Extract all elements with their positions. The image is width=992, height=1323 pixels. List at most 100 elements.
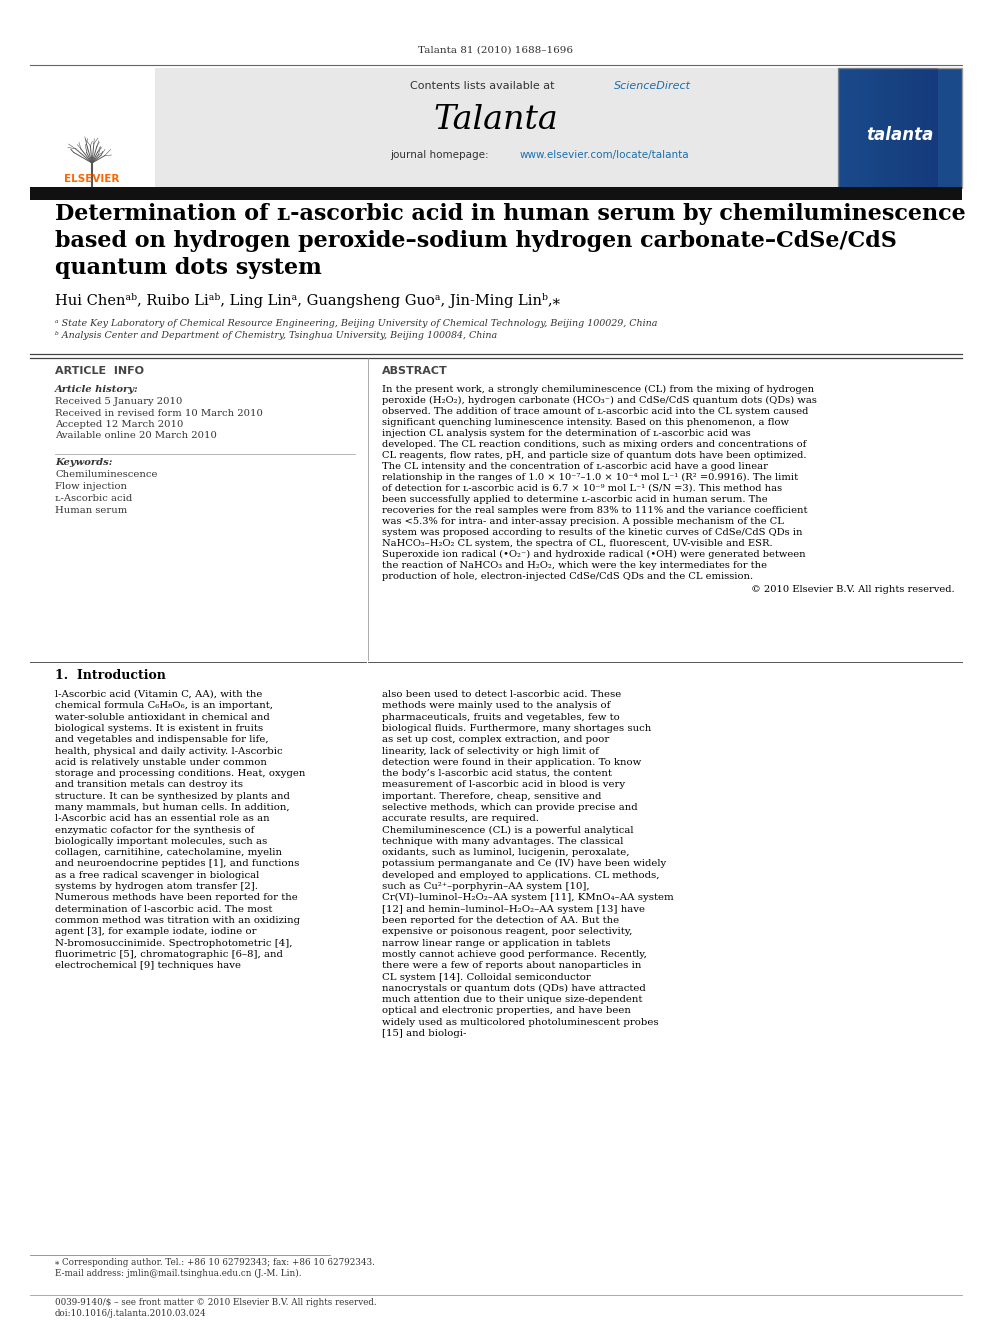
Bar [930,67,932,188]
Bar [30,67,155,188]
Text: expensive or poisonous reagent, poor selectivity,: expensive or poisonous reagent, poor sel… [382,927,632,937]
Text: Talanta: Talanta [434,105,558,136]
Text: Superoxide ion radical (•O₂⁻) and hydroxide radical (•OH) were generated between: Superoxide ion radical (•O₂⁻) and hydrox… [382,550,806,560]
Text: selective methods, which can provide precise and: selective methods, which can provide pre… [382,803,638,812]
Text: accurate results, are required.: accurate results, are required. [382,814,539,823]
Bar [882,67,884,188]
Text: fluorimetric [5], chromatographic [6–8], and: fluorimetric [5], chromatographic [6–8],… [55,950,283,959]
Text: linearity, lack of selectivity or high limit of: linearity, lack of selectivity or high l… [382,746,599,755]
Text: Accepted 12 March 2010: Accepted 12 March 2010 [55,419,184,429]
Text: of detection for ʟ-ascorbic acid is 6.7 × 10⁻⁹ mol L⁻¹ (S/N =3). This method has: of detection for ʟ-ascorbic acid is 6.7 … [382,484,782,493]
Text: been successfully applied to determine ʟ-ascorbic acid in human serum. The: been successfully applied to determine ʟ… [382,495,768,504]
Text: Determination of ʟ-ascorbic acid in human serum by chemiluminescence: Determination of ʟ-ascorbic acid in huma… [55,202,966,225]
Text: significant quenching luminescence intensity. Based on this phenomenon, a flow: significant quenching luminescence inten… [382,418,789,427]
Text: Keywords:: Keywords: [55,458,112,467]
Bar [858,67,860,188]
Text: storage and processing conditions. Heat, oxygen: storage and processing conditions. Heat,… [55,769,306,778]
Text: [12] and hemin–luminol–H₂O₂–AA system [13] have: [12] and hemin–luminol–H₂O₂–AA system [1… [382,905,645,914]
Bar [848,67,850,188]
Text: ᵇ Analysis Center and Department of Chemistry, Tsinghua University, Beijing 1000: ᵇ Analysis Center and Department of Chem… [55,331,497,340]
Bar [936,67,938,188]
Text: relationship in the ranges of 1.0 × 10⁻⁷–1.0 × 10⁻⁴ mol L⁻¹ (R² =0.9916). The li: relationship in the ranges of 1.0 × 10⁻⁷… [382,472,799,482]
Text: much attention due to their unique size-dependent: much attention due to their unique size-… [382,995,643,1004]
Text: water-soluble antioxidant in chemical and: water-soluble antioxidant in chemical an… [55,713,270,721]
Text: was <5.3% for intra- and inter-assay precision. A possible mechanism of the CL: was <5.3% for intra- and inter-assay pre… [382,517,784,527]
Bar [30,187,962,200]
Bar [840,67,842,188]
Text: ʟ-Ascorbic acid: ʟ-Ascorbic acid [55,493,132,503]
Text: agent [3], for example iodate, iodine or: agent [3], for example iodate, iodine or [55,927,257,937]
Bar [866,67,868,188]
Text: mostly cannot achieve good performance. Recently,: mostly cannot achieve good performance. … [382,950,647,959]
Text: N-bromosuccinimide. Spectrophotometric [4],: N-bromosuccinimide. Spectrophotometric [… [55,938,293,947]
Text: electrochemical [9] techniques have: electrochemical [9] techniques have [55,962,241,970]
Bar [854,67,856,188]
Text: © 2010 Elsevier B.V. All rights reserved.: © 2010 Elsevier B.V. All rights reserved… [751,585,955,594]
Bar [884,67,886,188]
Text: Article history:: Article history: [55,385,139,394]
Bar [850,67,852,188]
Text: chemical formula C₆H₈O₆, is an important,: chemical formula C₆H₈O₆, is an important… [55,701,273,710]
Bar [926,67,928,188]
Bar [902,67,904,188]
Bar [928,67,930,188]
Text: Cr(VI)–luminol–H₂O₂–AA system [11], KMnO₄–AA system: Cr(VI)–luminol–H₂O₂–AA system [11], KMnO… [382,893,674,902]
Text: Chemiluminescence: Chemiluminescence [55,470,158,479]
Text: l-Ascorbic acid has an essential role as an: l-Ascorbic acid has an essential role as… [55,814,270,823]
Bar [844,67,846,188]
Text: ABSTRACT: ABSTRACT [382,366,447,376]
Text: peroxide (H₂O₂), hydrogen carbonate (HCO₃⁻) and CdSe/CdS quantum dots (QDs) was: peroxide (H₂O₂), hydrogen carbonate (HCO… [382,396,816,405]
Text: many mammals, but human cells. In addition,: many mammals, but human cells. In additi… [55,803,290,812]
Text: based on hydrogen peroxide–sodium hydrogen carbonate–CdSe/CdS: based on hydrogen peroxide–sodium hydrog… [55,230,897,251]
Text: widely used as multicolored photoluminescent probes: widely used as multicolored photolumines… [382,1017,659,1027]
Bar [888,67,890,188]
Text: there were a few of reports about nanoparticles in: there were a few of reports about nanopa… [382,962,642,970]
Bar [30,67,962,188]
Bar [924,67,926,188]
Text: the body’s l-ascorbic acid status, the content: the body’s l-ascorbic acid status, the c… [382,769,612,778]
Text: ARTICLE  INFO: ARTICLE INFO [55,366,144,376]
Text: Received in revised form 10 March 2010: Received in revised form 10 March 2010 [55,409,263,418]
Text: ScienceDirect: ScienceDirect [614,81,691,91]
Text: nanocrystals or quantum dots (QDs) have attracted: nanocrystals or quantum dots (QDs) have … [382,984,646,992]
Text: CL reagents, flow rates, pH, and particle size of quantum dots have been optimiz: CL reagents, flow rates, pH, and particl… [382,451,806,460]
Text: observed. The addition of trace amount of ʟ-ascorbic acid into the CL system cau: observed. The addition of trace amount o… [382,407,808,415]
Bar [900,67,902,188]
Text: oxidants, such as luminol, lucigenin, peroxalate,: oxidants, such as luminol, lucigenin, pe… [382,848,630,857]
Text: doi:10.1016/j.talanta.2010.03.024: doi:10.1016/j.talanta.2010.03.024 [55,1308,206,1318]
Bar [852,67,854,188]
Text: health, physical and daily activity. l-Ascorbic: health, physical and daily activity. l-A… [55,746,283,755]
Text: and vegetables and indispensable for life,: and vegetables and indispensable for lif… [55,736,269,745]
Text: journal homepage:: journal homepage: [390,149,492,160]
Text: 0039-9140/$ – see front matter © 2010 Elsevier B.V. All rights reserved.: 0039-9140/$ – see front matter © 2010 El… [55,1298,377,1307]
Text: and transition metals can destroy its: and transition metals can destroy its [55,781,243,790]
Text: [15] and biologi-: [15] and biologi- [382,1029,466,1039]
Bar [856,67,858,188]
Bar [896,67,898,188]
Bar [870,67,872,188]
Text: ⁎ Corresponding author. Tel.: +86 10 62792343; fax: +86 10 62792343.: ⁎ Corresponding author. Tel.: +86 10 627… [55,1258,375,1267]
Bar [910,67,912,188]
Text: production of hole, electron-injected CdSe/CdS QDs and the CL emission.: production of hole, electron-injected Cd… [382,572,753,581]
Bar [864,67,866,188]
Text: developed. The CL reaction conditions, such as mixing orders and concentrations : developed. The CL reaction conditions, s… [382,441,806,448]
Text: structure. It can be synthesized by plants and: structure. It can be synthesized by plan… [55,791,290,800]
Text: developed and employed to applications. CL methods,: developed and employed to applications. … [382,871,660,880]
Bar [860,67,862,188]
Text: enzymatic cofactor for the synthesis of: enzymatic cofactor for the synthesis of [55,826,254,835]
Text: common method was titration with an oxidizing: common method was titration with an oxid… [55,916,300,925]
Bar [876,67,878,188]
Bar [914,67,916,188]
Text: CL system [14]. Colloidal semiconductor: CL system [14]. Colloidal semiconductor [382,972,591,982]
Text: injection CL analysis system for the determination of ʟ-ascorbic acid was: injection CL analysis system for the det… [382,429,751,438]
Text: system was proposed according to results of the kinetic curves of CdSe/CdS QDs i: system was proposed according to results… [382,528,803,537]
Text: quantum dots system: quantum dots system [55,257,321,279]
Text: narrow linear range or application in tablets: narrow linear range or application in ta… [382,938,610,947]
Bar [880,67,882,188]
Text: potassium permanganate and Ce (IV) have been widely: potassium permanganate and Ce (IV) have … [382,860,667,868]
Text: NaHCO₃–H₂O₂ CL system, the spectra of CL, fluorescent, UV-visible and ESR.: NaHCO₃–H₂O₂ CL system, the spectra of CL… [382,538,773,548]
Bar [872,67,874,188]
Text: Talanta 81 (2010) 1688–1696: Talanta 81 (2010) 1688–1696 [419,45,573,54]
Bar [922,67,924,188]
Text: optical and electronic properties, and have been: optical and electronic properties, and h… [382,1007,631,1015]
